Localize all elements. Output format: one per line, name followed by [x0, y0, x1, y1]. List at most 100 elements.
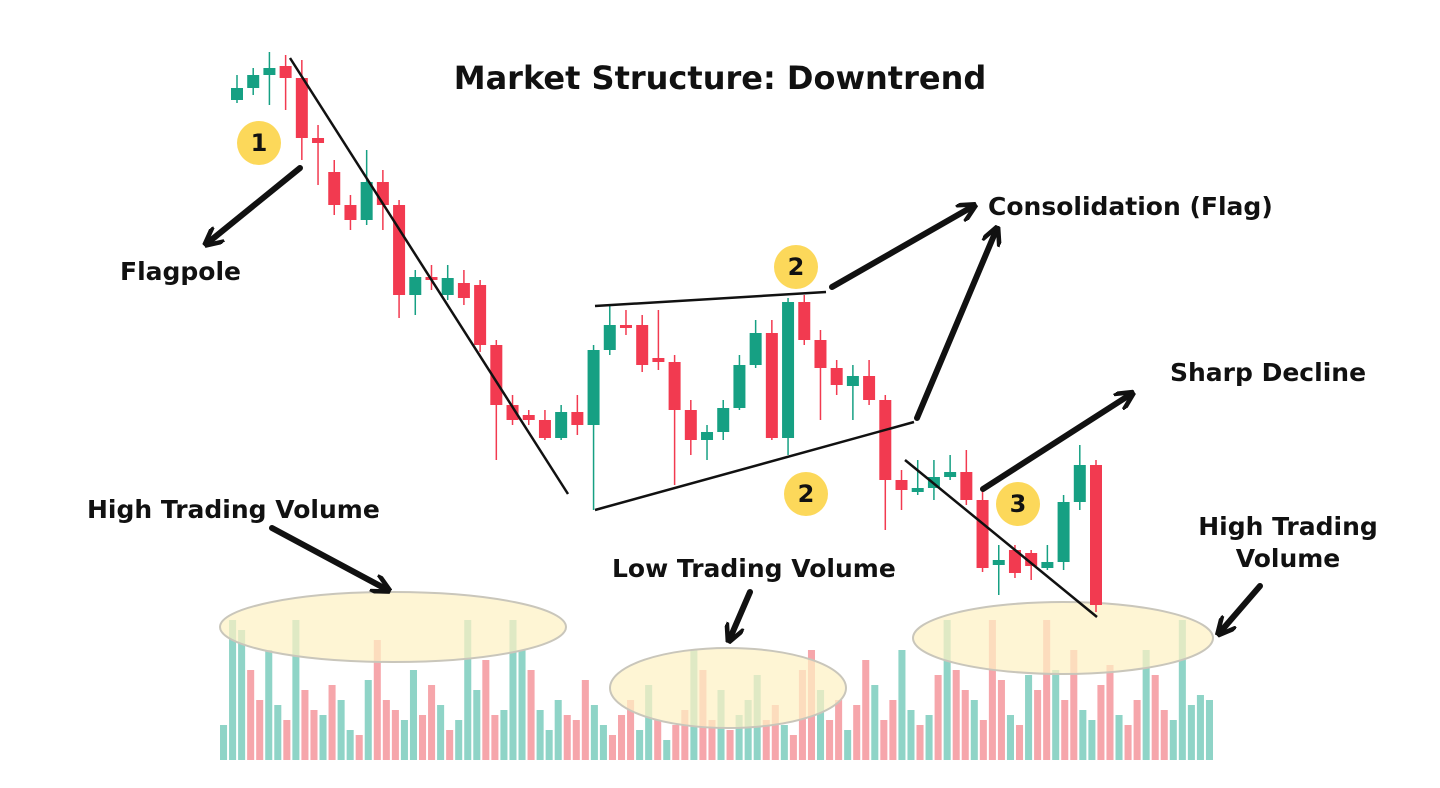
volume-bar — [627, 700, 635, 760]
candle-body — [911, 488, 924, 492]
candle-body — [619, 325, 632, 328]
candle-body — [295, 78, 308, 138]
volume-bar — [400, 720, 408, 760]
label: Consolidation (Flag) — [988, 192, 1273, 221]
volume-bar — [1016, 725, 1024, 760]
volume-bar — [238, 630, 246, 760]
volume-bar — [1106, 665, 1114, 760]
volume-bar — [265, 650, 273, 760]
arrow — [269, 525, 384, 588]
volume-bar — [1142, 650, 1150, 760]
markers — [237, 121, 1040, 526]
label: Low Trading Volume — [612, 554, 896, 583]
marker-label: 2 — [798, 480, 815, 508]
volume-bar — [1079, 710, 1087, 760]
flag-upper — [594, 290, 827, 308]
candle-body — [1073, 465, 1086, 502]
volume-bar — [292, 620, 300, 760]
volume-bar — [645, 685, 653, 760]
volume-bar — [744, 700, 752, 760]
volume-bar — [283, 720, 291, 760]
candle-body — [830, 368, 843, 385]
volume-bar — [1160, 710, 1168, 760]
candle-body — [263, 68, 276, 75]
volume-bar — [1169, 720, 1177, 760]
volume-bar — [898, 650, 906, 760]
volume-bar — [979, 720, 987, 760]
candle-body — [1025, 553, 1038, 566]
volume-bar — [527, 670, 535, 760]
marker-circle — [237, 121, 281, 165]
arrow — [1222, 583, 1263, 630]
volume-bar — [337, 700, 345, 760]
volume-bar — [1133, 700, 1141, 760]
arrow — [914, 233, 995, 421]
label: High Trading Volume — [87, 495, 380, 524]
volume-bar — [916, 725, 924, 760]
arrows — [210, 165, 1263, 636]
volume-bar — [1124, 725, 1132, 760]
candle-body — [312, 138, 325, 143]
candle-body — [846, 376, 859, 386]
candle-body — [393, 205, 406, 295]
volume-bar — [328, 685, 336, 760]
volume-bar — [590, 705, 598, 760]
label: High Trading — [1198, 512, 1378, 541]
volume-bar — [220, 725, 228, 760]
volume-bar — [473, 690, 481, 760]
volume-bar — [1070, 650, 1078, 760]
candle-body — [960, 472, 973, 500]
candle-body — [992, 560, 1005, 565]
candle-body — [976, 500, 989, 568]
volume-bar — [708, 720, 716, 760]
volume-bar — [961, 690, 969, 760]
volume-bar — [518, 650, 526, 760]
volume-bar — [464, 620, 472, 760]
candle-body — [1090, 465, 1102, 605]
volume-bar — [672, 725, 680, 760]
zone — [219, 591, 567, 663]
volume-bar — [1006, 715, 1014, 760]
candle-body — [1008, 550, 1021, 573]
volume-bar — [862, 660, 870, 760]
volume-bar — [581, 680, 589, 760]
volume-bar — [310, 710, 318, 760]
arrow — [210, 165, 303, 241]
candle-body — [344, 205, 357, 220]
volume-bar — [346, 730, 354, 760]
candle-body — [636, 325, 649, 365]
volume-bar — [491, 715, 499, 760]
volume-bar — [554, 700, 562, 760]
candle-body — [1041, 562, 1054, 568]
candle-body — [701, 432, 714, 440]
volume-bar — [355, 735, 363, 760]
flag-lower — [594, 420, 915, 512]
candle-body — [733, 365, 746, 408]
candle-body — [409, 277, 422, 295]
marker-label: 2 — [788, 253, 805, 281]
volume-bar — [789, 735, 797, 760]
candle-body — [1057, 502, 1070, 562]
candles — [231, 52, 1102, 612]
volume-bar — [482, 660, 490, 760]
marker-label: 1 — [251, 129, 268, 157]
candle-body — [328, 172, 341, 205]
volume-bar — [835, 700, 843, 760]
candle-body — [571, 412, 584, 425]
volume-bar — [1151, 675, 1159, 760]
volume-bar — [572, 720, 580, 760]
volume-bar — [1205, 700, 1213, 760]
candle-body — [506, 405, 519, 420]
volume-bar — [934, 675, 942, 760]
volume-bar — [563, 715, 571, 760]
candle-body — [441, 278, 454, 295]
volume-bar — [409, 670, 417, 760]
volume-bar — [599, 725, 607, 760]
candle-body — [879, 400, 892, 480]
volume-bar — [1034, 690, 1042, 760]
volume-bar — [762, 720, 770, 760]
candle-body — [668, 362, 681, 410]
volume-bar — [771, 705, 779, 760]
volume-bar — [608, 735, 616, 760]
zone — [609, 647, 847, 729]
